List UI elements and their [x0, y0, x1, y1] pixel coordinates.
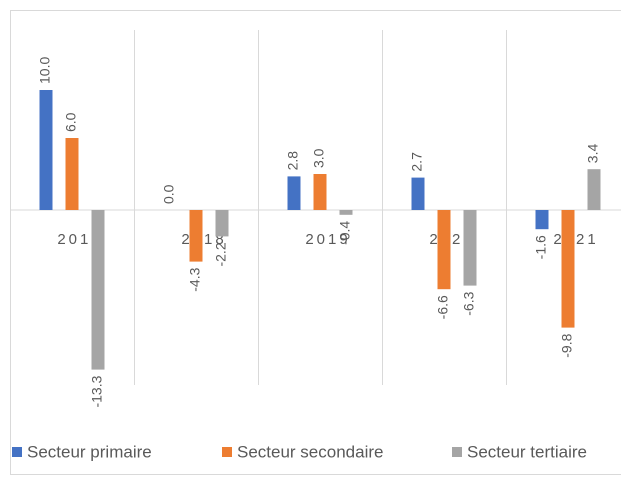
- data-label: 10.0: [37, 57, 53, 84]
- data-label: 3.4: [585, 144, 601, 164]
- bar: [39, 90, 53, 210]
- bar: [339, 210, 353, 215]
- bar: [65, 138, 79, 210]
- data-label: -2.2: [213, 242, 229, 266]
- data-label: -6.6: [435, 295, 451, 319]
- x-tick-label: 2021: [553, 231, 598, 248]
- data-label: 3.0: [311, 148, 327, 168]
- data-label: -6.3: [461, 291, 477, 315]
- legend-swatch: [12, 447, 22, 457]
- x-tick-label: 2019: [305, 231, 350, 248]
- bar: [189, 210, 203, 262]
- data-label: 0.0: [161, 184, 177, 204]
- bar: [313, 174, 327, 210]
- bar: [463, 210, 477, 286]
- data-label: -1.6: [533, 235, 549, 259]
- bar: [215, 210, 229, 237]
- data-label: 2.8: [285, 151, 301, 171]
- bar: [561, 210, 575, 328]
- legend-label: Secteur tertiaire: [467, 442, 587, 461]
- bar: [91, 210, 105, 370]
- bar: [287, 176, 301, 210]
- data-label: -13.3: [89, 375, 105, 407]
- bar: [587, 169, 601, 210]
- legend-label: Secteur secondaire: [237, 442, 383, 461]
- legend-swatch: [452, 447, 462, 457]
- chart-border: [10, 10, 621, 475]
- data-label: -0.4: [337, 221, 353, 245]
- bar: [535, 210, 549, 230]
- data-label: 2.7: [409, 152, 425, 172]
- data-label: -4.3: [187, 267, 203, 291]
- bar: [437, 210, 451, 290]
- data-label: 6.0: [63, 112, 79, 132]
- data-label: -9.8: [559, 333, 575, 357]
- bar: [411, 177, 425, 210]
- legend-label: Secteur primaire: [27, 442, 152, 461]
- legend-swatch: [222, 447, 232, 457]
- x-tick-label: 2017: [57, 231, 102, 248]
